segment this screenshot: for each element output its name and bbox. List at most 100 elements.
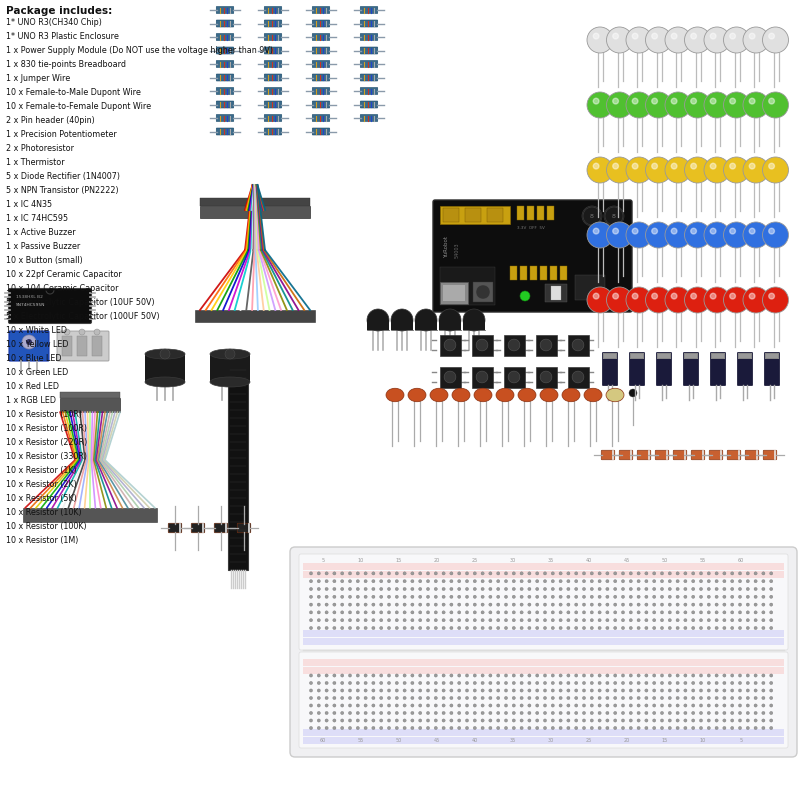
Circle shape [661,626,664,630]
Circle shape [364,603,367,606]
Circle shape [699,674,702,677]
Circle shape [536,726,539,730]
Circle shape [754,611,757,614]
Circle shape [754,587,757,590]
Circle shape [379,726,383,730]
Circle shape [341,603,344,606]
Circle shape [458,726,461,730]
Circle shape [582,689,586,692]
Circle shape [699,603,702,606]
Circle shape [317,618,321,622]
Circle shape [626,222,652,248]
Circle shape [691,696,695,699]
FancyBboxPatch shape [264,34,282,41]
Circle shape [434,726,438,730]
Bar [473,282,493,302]
Circle shape [715,603,718,606]
Circle shape [379,579,383,582]
Ellipse shape [540,388,558,402]
Circle shape [349,595,352,598]
Circle shape [349,719,352,722]
Circle shape [379,626,383,630]
Circle shape [450,689,453,692]
Circle shape [466,587,469,590]
Circle shape [707,626,710,630]
FancyBboxPatch shape [360,20,378,27]
Circle shape [341,719,344,722]
Circle shape [665,92,691,118]
Circle shape [349,579,352,582]
Circle shape [582,682,586,685]
Bar [540,266,547,280]
Circle shape [559,704,562,707]
Circle shape [754,682,757,685]
FancyBboxPatch shape [216,20,234,27]
Circle shape [497,611,500,614]
Circle shape [356,711,359,714]
FancyBboxPatch shape [763,450,777,460]
Circle shape [632,34,638,39]
Circle shape [684,682,687,685]
Circle shape [707,711,710,714]
Circle shape [551,674,554,677]
Circle shape [629,704,633,707]
Circle shape [730,704,734,707]
Circle shape [310,611,313,614]
Circle shape [504,704,508,707]
Circle shape [450,603,453,606]
Circle shape [418,603,422,606]
Circle shape [543,603,546,606]
Circle shape [582,726,586,730]
Circle shape [543,682,546,685]
Bar [465,208,481,222]
Circle shape [730,163,735,169]
Circle shape [652,228,658,234]
Bar [630,353,644,359]
Circle shape [574,682,578,685]
Bar [765,353,779,359]
Circle shape [622,711,625,714]
Circle shape [310,704,313,707]
Circle shape [450,626,453,630]
Circle shape [387,611,390,614]
Circle shape [684,726,687,730]
FancyBboxPatch shape [299,554,788,650]
Circle shape [395,711,398,714]
Circle shape [395,704,398,707]
Circle shape [614,682,617,685]
Circle shape [473,587,477,590]
Circle shape [497,603,500,606]
Circle shape [310,689,313,692]
Text: 5 x NPN Transistor (PN2222): 5 x NPN Transistor (PN2222) [6,186,118,195]
Circle shape [426,719,430,722]
Circle shape [387,696,390,699]
FancyBboxPatch shape [216,87,234,94]
Circle shape [364,618,367,622]
Circle shape [536,696,539,699]
Circle shape [582,626,586,630]
Circle shape [704,222,730,248]
Circle shape [691,626,695,630]
Circle shape [543,595,546,598]
Circle shape [434,682,438,685]
Text: 10 x Resistor (2K): 10 x Resistor (2K) [6,480,77,489]
Circle shape [604,206,624,226]
Circle shape [520,595,523,598]
Circle shape [606,726,609,730]
Circle shape [349,704,352,707]
Circle shape [746,689,750,692]
Circle shape [504,618,508,622]
Circle shape [606,603,609,606]
Circle shape [637,674,640,677]
Circle shape [566,696,570,699]
Circle shape [730,626,734,630]
Circle shape [356,704,359,707]
Circle shape [598,603,602,606]
Circle shape [652,294,658,299]
Circle shape [364,579,367,582]
Circle shape [551,611,554,614]
Circle shape [614,696,617,699]
FancyBboxPatch shape [264,74,282,81]
Circle shape [676,711,679,714]
Bar [443,208,459,222]
